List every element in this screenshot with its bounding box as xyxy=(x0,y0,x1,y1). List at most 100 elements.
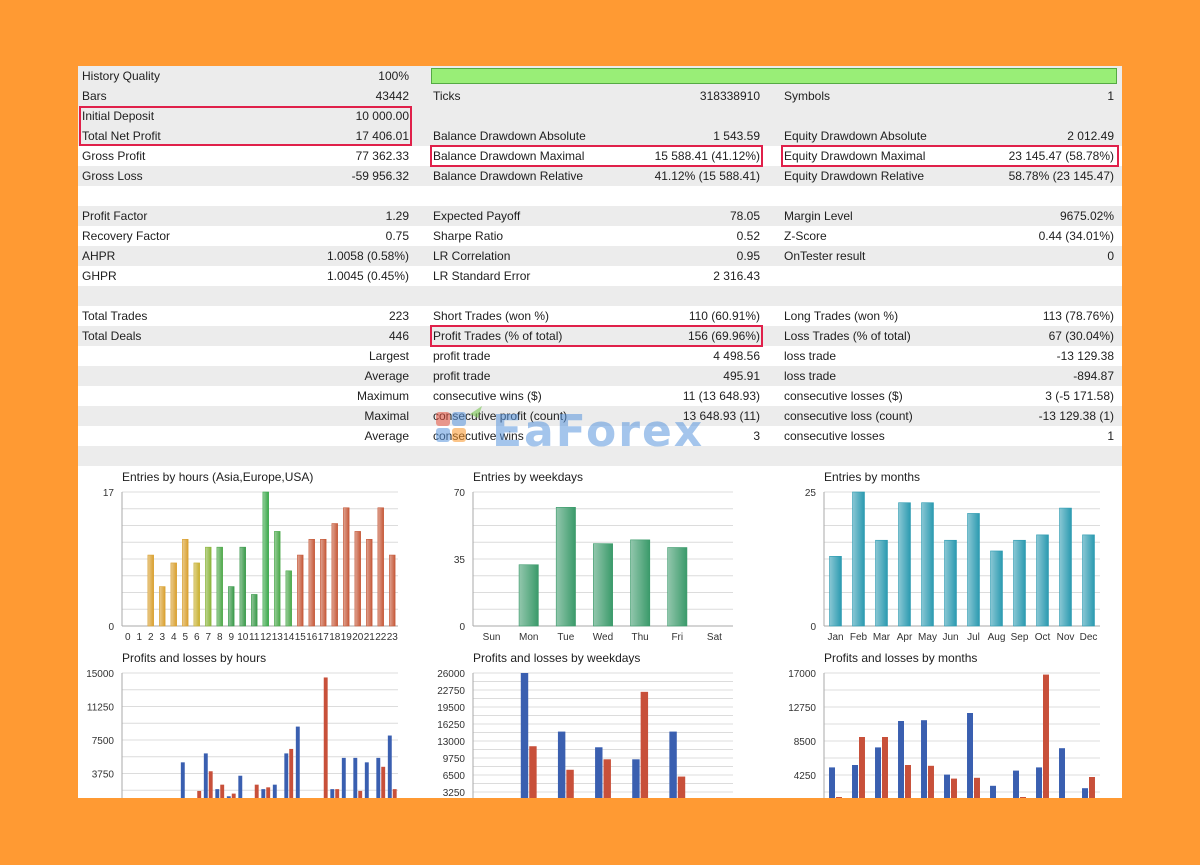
profit-bar-21 xyxy=(364,762,369,798)
balance-dd-abs-label: Balance Drawdown Absolute xyxy=(433,129,586,143)
loss-bar-Jan xyxy=(836,797,842,798)
loss-bar-Mon xyxy=(529,746,537,798)
bar-13 xyxy=(274,531,281,627)
symbols-label: Symbols xyxy=(784,89,831,103)
average-profit-label: profit trade xyxy=(433,369,491,383)
margin-level-label: Margin Level xyxy=(784,209,853,223)
chart-title: Entries by weekdays xyxy=(473,470,584,484)
x-tick-label: 18 xyxy=(329,632,341,643)
x-tick-label: 15 xyxy=(295,632,307,643)
profit-bar-May xyxy=(921,720,927,798)
x-tick-label: 19 xyxy=(341,632,353,643)
chart-entries-by-weekdays: 0 35 70 Sun Mon Tue Wed Thu Fri Sat Entries by we… xyxy=(431,470,771,646)
x-tick-label: 12 xyxy=(260,632,272,643)
y-tick-label: 4250 xyxy=(794,771,817,782)
row-maximum: Maximum consecutive wins ($) 11 (13 648.… xyxy=(78,386,1122,406)
x-tick-label: Jun xyxy=(942,632,958,643)
chart-title: Entries by hours (Asia,Europe,USA) xyxy=(122,470,314,484)
x-tick-label: Thu xyxy=(632,632,649,643)
lr-correlation-label: LR Correlation xyxy=(433,249,511,263)
expected-payoff-label: Expected Payoff xyxy=(433,209,521,223)
bar-3 xyxy=(159,586,166,627)
bar-8 xyxy=(216,546,223,627)
profit-factor-label: Profit Factor xyxy=(82,209,148,223)
profit-bar-Feb xyxy=(852,765,858,798)
loss-bar-8 xyxy=(220,784,225,798)
profit-bar-Nov xyxy=(1059,748,1065,798)
bar-18 xyxy=(331,523,338,627)
margin-level-value: 9675.02% xyxy=(1059,209,1114,223)
y-tick-label: 25 xyxy=(805,488,817,499)
profit-trades-label: Profit Trades (% of total) xyxy=(433,329,563,343)
bar-Jun xyxy=(944,539,957,627)
x-tick-label: Apr xyxy=(897,632,913,643)
y-tick-label: 13000 xyxy=(437,737,465,748)
x-tick-label: Feb xyxy=(850,632,868,643)
profit-bar-22 xyxy=(376,757,381,798)
x-tick-label: 9 xyxy=(228,632,234,643)
bar-Dec xyxy=(1082,534,1095,627)
ontester-label: OnTester result xyxy=(784,249,866,263)
row-average: Average profit trade 495.91 loss trade -… xyxy=(78,366,1122,386)
loss-bar-Thu xyxy=(640,691,649,798)
x-tick-label: Tue xyxy=(557,632,574,643)
average2-profit-value: 3 xyxy=(753,429,760,443)
chart-entries-by-months: 0 25 Jan Feb Mar Apr May Jun Jul Aug Sep Oct Nov Dec … xyxy=(782,470,1122,646)
x-tick-label: 17 xyxy=(318,632,330,643)
loss-bar-11 xyxy=(254,784,259,798)
row-recovery-factor: Recovery Factor 0.75 Sharpe Ratio 0.52 Z… xyxy=(78,226,1122,246)
x-tick-label: 16 xyxy=(306,632,318,643)
bar-16 xyxy=(308,538,315,627)
x-tick-label: 20 xyxy=(352,632,364,643)
ghpr-value: 1.0045 (0.45%) xyxy=(326,269,409,283)
x-tick-label: Mar xyxy=(873,632,891,643)
x-tick-label: Sun xyxy=(483,632,501,643)
ahpr-label: AHPR xyxy=(82,249,116,263)
balance-dd-abs-value: 1 543.59 xyxy=(713,129,760,143)
chart-pl-by-hours: 3750 7500 11250 15000 Profits and losses by… xyxy=(80,651,420,798)
row-average-consecutive: Average consecutive wins 3 consecutive l… xyxy=(78,426,1122,446)
profit-bar-7 xyxy=(203,753,208,798)
y-tick-label: 7500 xyxy=(92,736,115,747)
loss-bar-17 xyxy=(323,677,328,798)
maximum-loss-label: consecutive losses ($) xyxy=(784,389,903,403)
chart-title: Entries by months xyxy=(824,470,921,484)
y-tick-label: 12750 xyxy=(788,703,816,714)
z-score-value: 0.44 (34.01%) xyxy=(1038,229,1114,243)
loss-bar-20 xyxy=(358,790,363,798)
profit-bar-Fri xyxy=(669,731,677,798)
maximal-loss-value: -13 129.38 (1) xyxy=(1038,409,1114,423)
maximum-loss-value: 3 (-5 171.58) xyxy=(1045,389,1114,403)
long-trades-value: 113 (78.76%) xyxy=(1042,309,1114,323)
row-gross-loss: Gross Loss -59 956.32 Balance Drawdown R… xyxy=(78,166,1122,186)
row-bars: Bars 43442 Ticks 318338910 Symbols 1 xyxy=(78,86,1122,106)
row-spacer-3 xyxy=(78,446,1122,466)
initial-deposit-label: Initial Deposit xyxy=(82,109,155,123)
gross-loss-value: -59 956.32 xyxy=(351,169,409,183)
profit-bar-15 xyxy=(295,726,300,798)
profit-bar-Sep xyxy=(1013,770,1019,798)
total-trades-label: Total Trades xyxy=(82,309,148,323)
chart-svg: 0 25 Jan Feb Mar Apr May Jun Jul Aug Sep Oct Nov Dec xyxy=(805,488,1100,643)
maximum-profit-value: 11 (13 648.93) xyxy=(682,389,760,403)
chart-svg: 3250 6500 9750 13000 16250 19500 22750 26000 xyxy=(437,669,733,798)
row-total-deals: Total Deals 446 Profit Trades (% of tota… xyxy=(78,326,1122,346)
x-tick-label: 21 xyxy=(364,632,376,643)
profit-bar-23 xyxy=(387,735,392,798)
x-tick-label: Mon xyxy=(519,632,538,643)
profit-bar-Jun xyxy=(944,774,950,798)
profit-bar-Tue xyxy=(557,731,566,798)
bar-Mar xyxy=(875,539,888,627)
x-tick-label: 4 xyxy=(171,632,177,643)
total-deals-value: 446 xyxy=(388,329,409,343)
average-loss-value: -894.87 xyxy=(1073,369,1114,383)
profit-bar-Dec xyxy=(1082,788,1088,798)
ahpr-value: 1.0058 (0.58%) xyxy=(326,249,409,263)
x-tick-label: Fri xyxy=(671,632,683,643)
largest-label: Largest xyxy=(368,349,409,363)
loss-bar-Jul xyxy=(974,777,980,798)
x-tick-label: 10 xyxy=(237,632,249,643)
largest-loss-value: -13 129.38 xyxy=(1056,349,1114,363)
x-tick-label: Jan xyxy=(827,632,843,643)
y-tick-label: 0 xyxy=(459,622,465,633)
